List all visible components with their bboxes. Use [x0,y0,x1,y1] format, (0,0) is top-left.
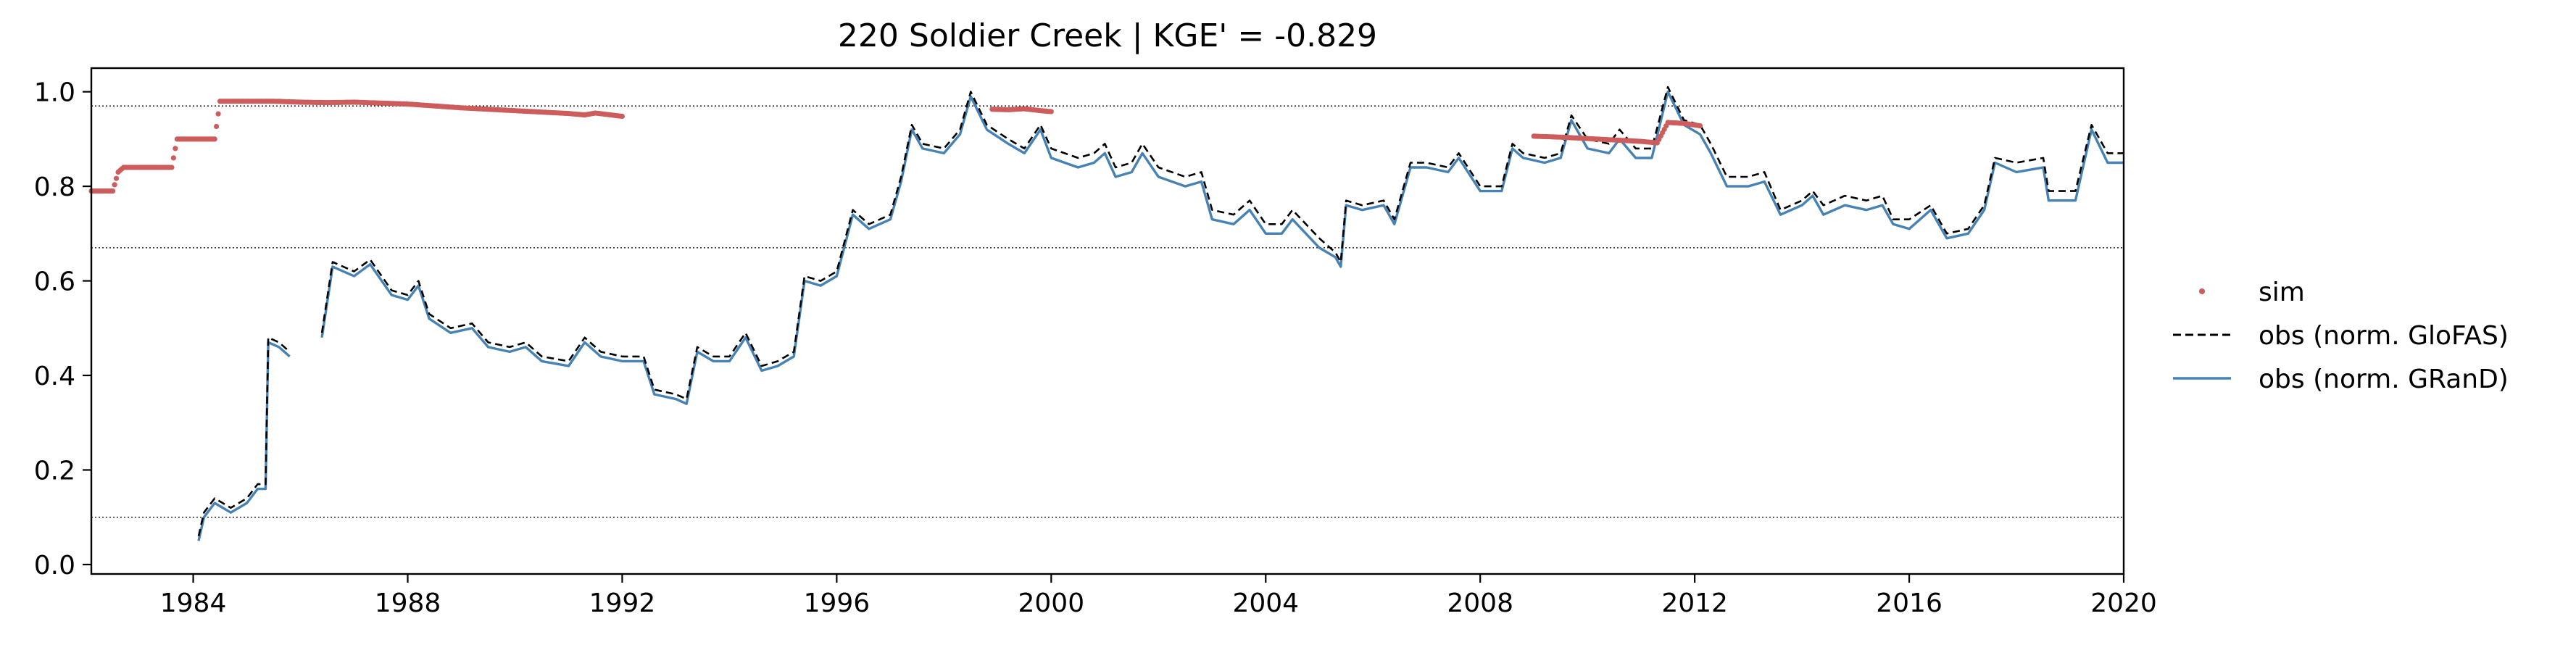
series-sim-points [88,99,1703,194]
legend-label: obs (norm. GloFAS) [2259,321,2509,351]
y-tick-label: 0.2 [34,456,75,486]
sim-point [169,165,175,170]
y-tick-label: 1.0 [34,78,75,108]
series-line-obs-glofas [197,336,291,537]
sim-point [214,123,220,130]
sim-point [173,146,178,151]
legend: sim obs (norm. GloFAS) obs (norm. GRanD) [2173,278,2509,394]
axes: 1984 1988 1992 1996 2000 2004 2008 2012 2016 2020… [34,67,2157,618]
legend-label: sim [2259,278,2305,307]
series-line-obs-grand [320,90,2124,405]
plot-area [88,86,2124,541]
series-line-obs-glofas [320,86,2124,400]
x-tick-label: 2012 [1661,588,1728,618]
y-tick-label: 0.8 [34,172,75,202]
x-tick-label: 2004 [1232,588,1299,618]
y-tick-label: 0.0 [34,551,75,580]
chart-title: 220 Soldier Creek | KGE' = -0.829 [838,17,1377,54]
sim-point [212,136,217,142]
sim-point [113,175,120,181]
x-tick-label: 1992 [589,588,656,618]
x-tick-label: 1996 [804,588,871,618]
x-tick-label: 1988 [375,588,441,618]
sim-point [215,111,221,117]
y-tick-label: 0.4 [34,362,75,391]
sim-point [170,155,176,161]
sim-point [1697,123,1703,129]
y-tick-label: 0.6 [34,267,75,297]
legend-marker-sim [2199,288,2205,294]
x-tick-label: 1984 [160,588,227,618]
series-line-obs-grand [197,341,291,541]
x-tick-label: 2020 [2090,588,2157,618]
sim-point [1048,109,1054,115]
x-tick-label: 2000 [1018,588,1085,618]
x-tick-label: 2016 [1876,588,1943,618]
sim-point [110,188,116,194]
sim-point [619,113,626,120]
plot-frame [90,67,2125,575]
legend-label: obs (norm. GRanD) [2259,365,2509,394]
x-tick-label: 2008 [1447,588,1513,618]
sim-point [112,182,117,188]
